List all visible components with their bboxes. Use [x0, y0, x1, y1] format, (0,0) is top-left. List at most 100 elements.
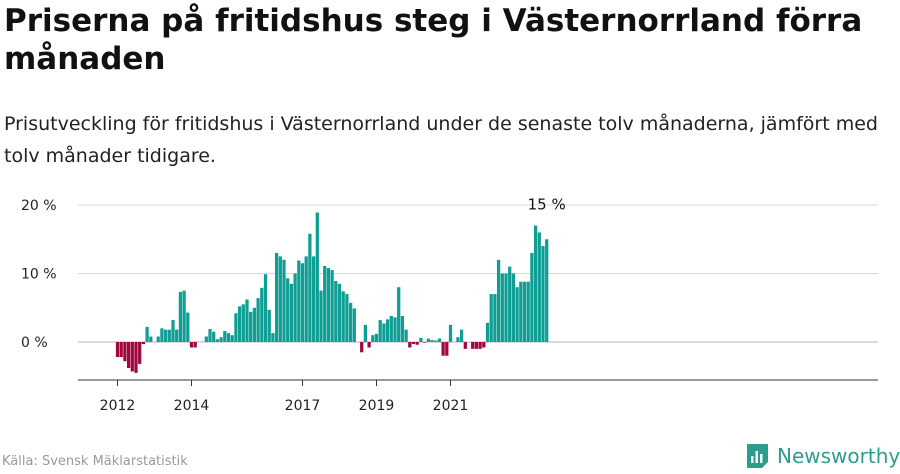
bar — [419, 337, 423, 342]
bar — [260, 287, 264, 342]
bar — [263, 274, 268, 342]
bar — [223, 331, 227, 342]
bar — [382, 323, 386, 342]
source-note: Källa: Svensk Mäklarstatistik — [2, 454, 188, 469]
chart-subtitle: Prisutveckling för fritidshus i Västerno… — [4, 113, 878, 167]
bar — [385, 319, 390, 342]
bar — [115, 342, 120, 358]
x-tick-label: 2017 — [285, 398, 321, 414]
chart-title: Priserna på fritidshus steg i Västernorr… — [4, 3, 863, 77]
y-tick-label: 20 % — [21, 198, 57, 214]
bar — [123, 342, 127, 362]
bar — [526, 281, 530, 342]
bar — [156, 336, 160, 342]
bar — [230, 335, 234, 342]
bar — [504, 273, 508, 342]
bar — [182, 290, 186, 343]
bar — [471, 342, 475, 349]
bar — [163, 329, 168, 342]
x-tick-label: 2012 — [100, 398, 136, 414]
bar — [175, 329, 179, 342]
bar — [189, 342, 194, 348]
bar — [474, 342, 479, 349]
bar — [145, 326, 149, 342]
bar — [348, 302, 353, 342]
bar — [459, 329, 464, 342]
bar — [293, 273, 297, 342]
bar — [171, 320, 175, 342]
bar — [496, 259, 501, 342]
bar — [267, 309, 271, 343]
bar — [448, 324, 453, 343]
bar — [160, 328, 164, 342]
bar — [445, 342, 449, 356]
bar — [204, 336, 208, 342]
bar — [482, 342, 486, 348]
labels: 15 % — [528, 195, 566, 213]
bar — [485, 322, 490, 342]
bar — [167, 329, 171, 342]
bar — [178, 292, 183, 342]
bar — [493, 294, 497, 342]
bar — [219, 337, 223, 342]
x-tick-label: 2014 — [174, 398, 210, 414]
bar — [367, 342, 371, 348]
bar — [289, 283, 294, 342]
bar — [193, 342, 197, 348]
bar — [119, 342, 123, 358]
bar — [297, 260, 301, 343]
bar — [422, 342, 427, 343]
newsworthy-logo-icon — [747, 444, 768, 468]
x-tick-label: 2019 — [359, 398, 395, 414]
bar — [334, 281, 338, 342]
bar-chart: 0 % 10 % 20 % 2012 2014 2017 2019 2021 15 % — [21, 195, 878, 414]
bar — [315, 212, 319, 342]
bar — [345, 294, 349, 342]
bar — [426, 338, 430, 342]
bar — [274, 252, 279, 342]
bar — [323, 265, 327, 342]
bar — [519, 281, 523, 342]
bar — [319, 290, 323, 343]
bar — [308, 233, 312, 342]
bar — [533, 225, 538, 342]
bar — [378, 320, 382, 342]
bar — [256, 298, 260, 342]
y-tick-label: 0 % — [21, 335, 48, 351]
bar — [408, 342, 412, 348]
x-tick-label: 2021 — [433, 398, 469, 414]
bar — [515, 287, 519, 342]
bar — [330, 270, 334, 342]
bar — [226, 333, 231, 342]
bar — [138, 342, 142, 364]
bar — [141, 342, 146, 345]
last-value-label: 15 % — [528, 195, 566, 213]
bar — [374, 333, 379, 342]
bar — [456, 337, 460, 342]
bar — [241, 304, 245, 342]
bar — [404, 329, 408, 342]
bar — [337, 283, 342, 342]
bar — [149, 336, 153, 342]
bar — [186, 312, 190, 342]
bar — [400, 315, 405, 342]
bar — [352, 308, 356, 342]
bar — [215, 339, 220, 342]
bar — [245, 299, 249, 342]
bar — [208, 328, 212, 342]
bar — [360, 342, 364, 353]
bar — [489, 294, 493, 342]
bar — [252, 307, 257, 342]
bar — [286, 278, 290, 342]
bar — [271, 333, 275, 342]
x-axis: 2012 2014 2017 2019 2021 — [78, 379, 878, 414]
bar — [500, 273, 504, 342]
bar — [397, 287, 401, 342]
bar — [278, 256, 282, 343]
bar — [326, 268, 331, 342]
bar — [522, 281, 527, 342]
bar — [341, 291, 345, 342]
bar — [545, 239, 549, 342]
bar — [437, 338, 442, 342]
bar — [300, 263, 305, 342]
